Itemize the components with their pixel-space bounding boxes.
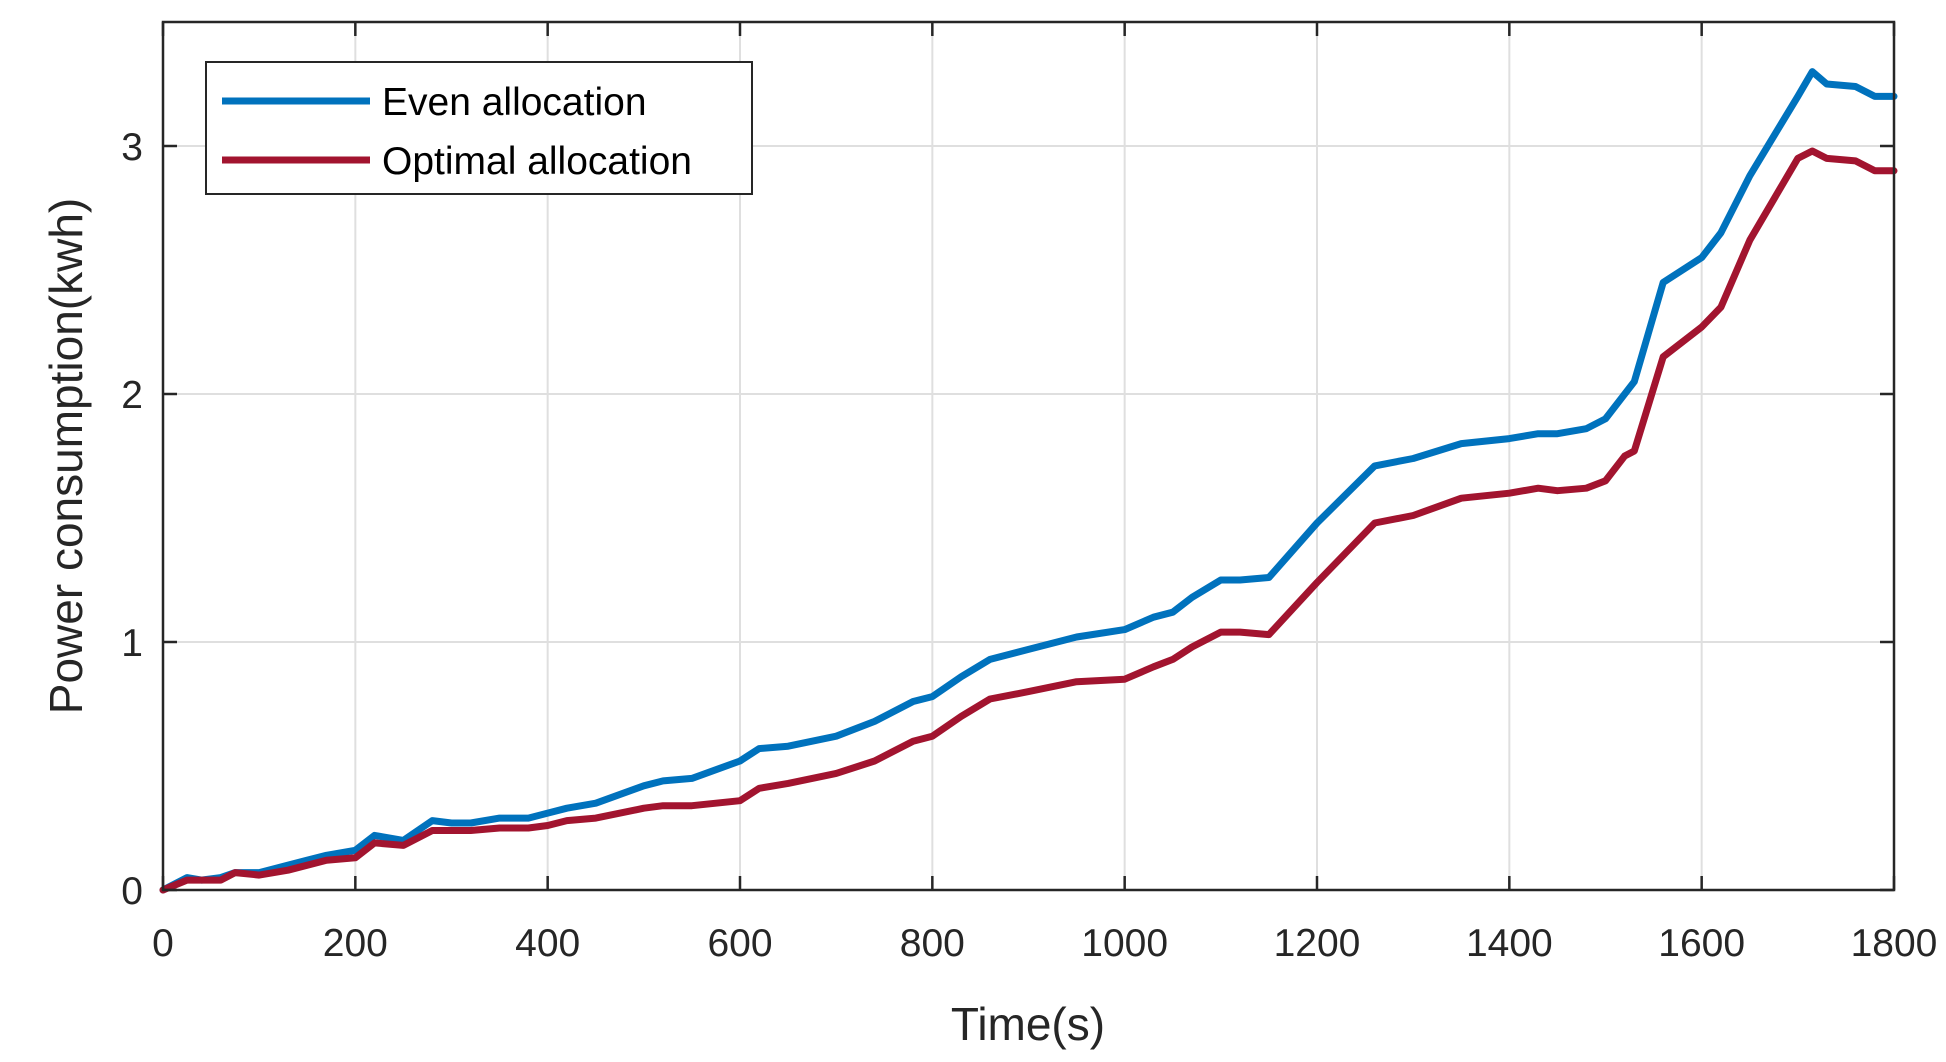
x-tick-label: 600: [707, 922, 772, 965]
legend-label-optimal: Optimal allocation: [382, 140, 692, 183]
legend: Even allocation Optimal allocation: [205, 61, 753, 195]
x-tick-label: 1400: [1466, 922, 1553, 965]
x-tick-label: 200: [323, 922, 388, 965]
series-line-even-allocation: [159, 68, 1898, 894]
axis-ticks: [161, 22, 1896, 892]
x-tick-label: 1200: [1274, 922, 1361, 965]
x-axis-label: Time(s): [951, 998, 1105, 1050]
y-tick-label: 1: [121, 622, 143, 665]
x-tick-label: 0: [152, 922, 174, 965]
y-axis-label: Power consumption(kwh): [40, 198, 92, 714]
legend-box: [205, 61, 753, 195]
x-tick-label: 800: [900, 922, 965, 965]
y-tick-labels: 0 1 2 3: [121, 126, 143, 913]
plot-series: [159, 68, 1898, 894]
y-tick-label: 0: [121, 870, 143, 913]
series-line-optimal-allocation: [159, 147, 1898, 894]
x-tick-label: 1000: [1081, 922, 1168, 965]
x-tick-label: 400: [515, 922, 580, 965]
x-tick-label: 1600: [1658, 922, 1745, 965]
legend-label-even: Even allocation: [382, 81, 647, 124]
x-tick-labels: 0 200 400 600 800 1000 1200 1400 1600 1800: [152, 922, 1937, 965]
x-tick-label: 1800: [1851, 922, 1938, 965]
y-tick-label: 3: [121, 126, 143, 169]
plot-frame: [161, 20, 1896, 892]
y-tick-label: 2: [121, 374, 143, 417]
